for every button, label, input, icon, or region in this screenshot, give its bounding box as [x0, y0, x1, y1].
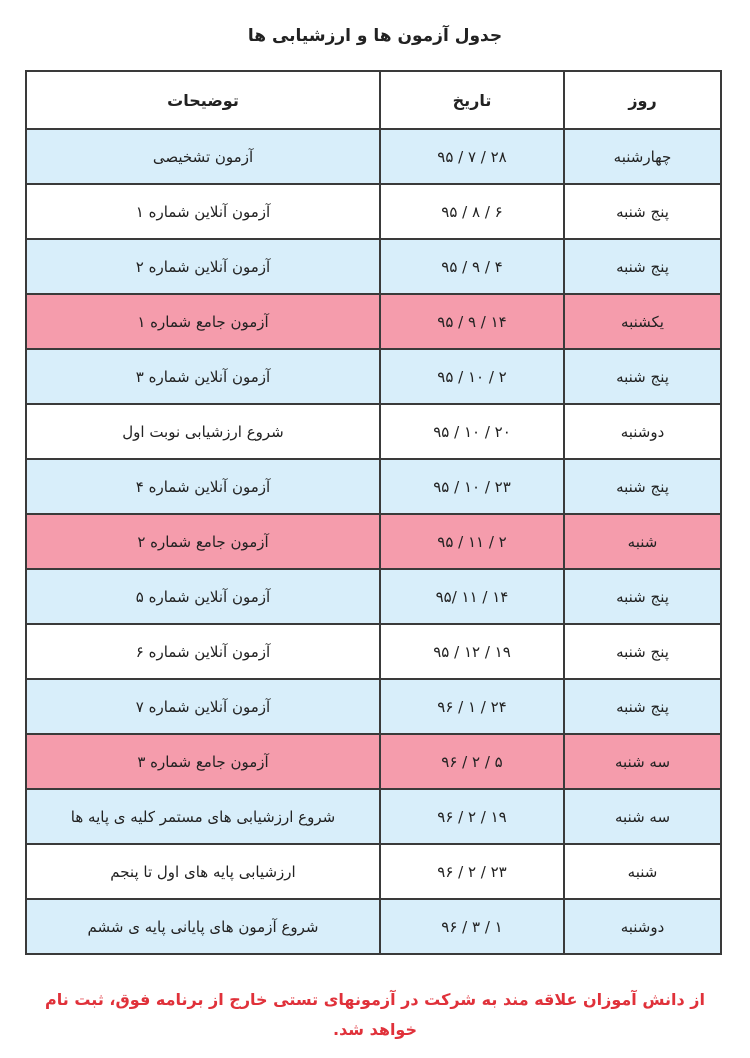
- date-cell: ۹۵ / ۱۰ / ۲۰: [379, 403, 565, 460]
- table-row: چهارشنبه ۹۵ / ۷ / ۲۸ آزمون تشخیصی: [25, 128, 722, 185]
- table-row: پنج شنبه ۹۵/ ۱۱ / ۱۴ آزمون آنلاین شماره ۵: [25, 568, 722, 625]
- description-cell: آزمون آنلاین شماره ۳: [25, 348, 381, 405]
- table-header-row: روز تاریخ توضیحات: [25, 70, 722, 130]
- description-cell: شروع ارزشیابی نوبت اول: [25, 403, 381, 460]
- day-cell: پنج شنبه: [563, 238, 722, 295]
- date-cell: ۹۵ / ۱۰ / ۲: [379, 348, 565, 405]
- day-cell: یکشنبه: [563, 293, 722, 350]
- table-row: پنج شنبه ۹۵ / ۱۲ / ۱۹ آزمون آنلاین شماره ۶: [25, 623, 722, 680]
- table-row: پنج شنبه ۹۵ / ۱۰ / ۲۳ آزمون آنلاین شماره ۴: [25, 458, 722, 515]
- description-cell: آزمون آنلاین شماره ۲: [25, 238, 381, 295]
- day-cell: شنبه: [563, 843, 722, 900]
- header-date: تاریخ: [379, 70, 565, 130]
- date-cell: ۹۵ / ۹ / ۱۴: [379, 293, 565, 350]
- table-row: شنبه ۹۵ / ۱۱ / ۲ آزمون جامع شماره ۲: [25, 513, 722, 570]
- day-cell: سه شنبه: [563, 788, 722, 845]
- date-cell: ۹۵/ ۱۱ / ۱۴: [379, 568, 565, 625]
- table-row: یکشنبه ۹۵ / ۹ / ۱۴ آزمون جامع شماره ۱: [25, 293, 722, 350]
- table-row: پنج شنبه ۹۵ / ۱۰ / ۲ آزمون آنلاین شماره ۳: [25, 348, 722, 405]
- table-row: پنج شنبه ۹۵ / ۹ / ۴ آزمون آنلاین شماره ۲: [25, 238, 722, 295]
- table-row: شنبه ۹۶ / ۲ / ۲۳ ارزشیابی پایه های اول تا …: [25, 843, 722, 900]
- day-cell: پنج شنبه: [563, 678, 722, 735]
- description-cell: شروع آزمون های پایانی پایه ی ششم: [25, 898, 381, 955]
- date-cell: ۹۶ / ۳ / ۱: [379, 898, 565, 955]
- date-cell: ۹۶ / ۲ / ۱۹: [379, 788, 565, 845]
- day-cell: چهارشنبه: [563, 128, 722, 185]
- date-cell: ۹۵ / ۸ / ۶: [379, 183, 565, 240]
- day-cell: پنج شنبه: [563, 568, 722, 625]
- description-cell: آزمون جامع شماره ۱: [25, 293, 381, 350]
- description-cell: آزمون آنلاین شماره ۵: [25, 568, 381, 625]
- header-day: روز: [563, 70, 722, 130]
- date-cell: ۹۵ / ۱۱ / ۲: [379, 513, 565, 570]
- page-title: جدول آزمون ها و ارزشیابی ها: [247, 26, 503, 46]
- description-cell: آزمون آنلاین شماره ۷: [25, 678, 381, 735]
- description-cell: آزمون جامع شماره ۲: [25, 513, 381, 570]
- table-row: دوشنبه ۹۶ / ۳ / ۱ شروع آزمون های پایانی پا…: [25, 898, 722, 955]
- date-cell: ۹۵ / ۱۰ / ۲۳: [379, 458, 565, 515]
- day-cell: دوشنبه: [563, 898, 722, 955]
- day-cell: سه شنبه: [563, 733, 722, 790]
- table-row: سه شنبه ۹۶ / ۲ / ۵ آزمون جامع شماره ۳: [25, 733, 722, 790]
- table-row: دوشنبه ۹۵ / ۱۰ / ۲۰ شروع ارزشیابی نوبت اول: [25, 403, 722, 460]
- registration-note: از دانش آموزان علاقه مند به شرکت در آزمو…: [45, 990, 705, 1039]
- day-cell: شنبه: [563, 513, 722, 570]
- day-cell: پنج شنبه: [563, 623, 722, 680]
- description-cell: شروع ارزشیابی های مستمر کلیه ی پایه ها: [25, 788, 381, 845]
- description-cell: ارزشیابی پایه های اول تا پنجم: [25, 843, 381, 900]
- description-cell: آزمون آنلاین شماره ۶: [25, 623, 381, 680]
- exam-schedule-table: روز تاریخ توضیحات چهارشنبه ۹۵ / ۷ / ۲۸ آزم…: [25, 70, 722, 955]
- table-row: سه شنبه ۹۶ / ۲ / ۱۹ شروع ارزشیابی های مستم…: [25, 788, 722, 845]
- description-cell: آزمون تشخیصی: [25, 128, 381, 185]
- description-cell: آزمون آنلاین شماره ۴: [25, 458, 381, 515]
- day-cell: دوشنبه: [563, 403, 722, 460]
- date-cell: ۹۵ / ۷ / ۲۸: [379, 128, 565, 185]
- day-cell: پنج شنبه: [563, 348, 722, 405]
- date-cell: ۹۶ / ۲ / ۵: [379, 733, 565, 790]
- day-cell: پنج شنبه: [563, 183, 722, 240]
- day-cell: پنج شنبه: [563, 458, 722, 515]
- table-row: پنج شنبه ۹۶ / ۱ / ۲۴ آزمون آنلاین شماره ۷: [25, 678, 722, 735]
- table-row: پنج شنبه ۹۵ / ۸ / ۶ آزمون آنلاین شماره ۱: [25, 183, 722, 240]
- date-cell: ۹۵ / ۱۲ / ۱۹: [379, 623, 565, 680]
- date-cell: ۹۶ / ۲ / ۲۳: [379, 843, 565, 900]
- description-cell: آزمون جامع شماره ۳: [25, 733, 381, 790]
- description-cell: آزمون آنلاین شماره ۱: [25, 183, 381, 240]
- date-cell: ۹۶ / ۱ / ۲۴: [379, 678, 565, 735]
- header-description: توضیحات: [25, 70, 381, 130]
- date-cell: ۹۵ / ۹ / ۴: [379, 238, 565, 295]
